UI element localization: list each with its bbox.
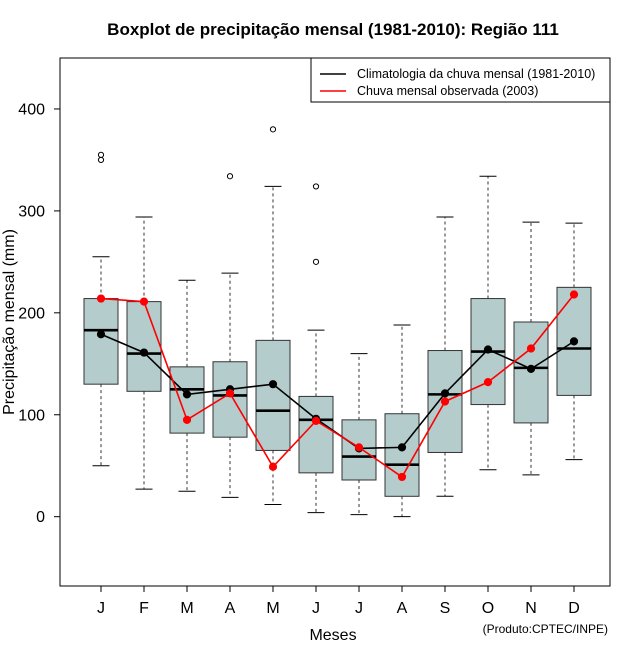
box-12 [556, 222, 592, 461]
box-iqr [83, 298, 119, 385]
series-point-climatology [397, 443, 407, 452]
box-5 [255, 126, 291, 505]
outlier-point [226, 173, 234, 180]
legend: Climatologia da chuva mensal (1981-2010)… [310, 57, 611, 103]
outlier-point [312, 258, 320, 265]
y-axis: 0 100 200 300 400 [18, 101, 60, 526]
boxes [83, 126, 592, 518]
series-point-observed [440, 397, 450, 406]
outlier-point [97, 151, 105, 158]
box-iqr [341, 419, 377, 481]
x-tick-label: S [440, 600, 451, 617]
y-tick-label: 200 [18, 305, 45, 322]
box-iqr [384, 413, 420, 497]
box-iqr [255, 339, 291, 451]
series-point-climatology [440, 389, 450, 398]
series-point-observed [569, 290, 579, 299]
box-iqr [556, 286, 592, 396]
x-tick-label: J [355, 600, 363, 617]
y-axis-label: Precipitação mensal (mm) [1, 229, 18, 415]
credit-text: (Produto:CPTEC/INPE) [483, 622, 608, 636]
series-point-observed [225, 389, 235, 398]
series-point-climatology [268, 380, 278, 389]
x-tick-label: M [180, 600, 193, 617]
series-point-observed [526, 344, 536, 353]
outlier-point [269, 126, 277, 133]
x-axis-label: Meses [309, 627, 356, 644]
legend-box [310, 57, 611, 103]
outlier-point [312, 183, 320, 190]
series-point-observed [268, 462, 278, 471]
x-tick-label: N [525, 600, 537, 617]
x-tick-label: J [312, 600, 320, 617]
series-point-climatology [526, 364, 536, 373]
outlier-point [97, 156, 105, 164]
series-point-observed [483, 378, 493, 387]
y-tick-label: 400 [18, 101, 45, 118]
box-8 [384, 324, 420, 518]
series-point-observed [397, 472, 407, 482]
x-tick-label: O [482, 600, 494, 617]
series-point-observed [311, 416, 321, 425]
box-4 [212, 173, 248, 498]
box-1 [83, 151, 119, 467]
series-point-observed [182, 415, 192, 424]
series-lines [96, 290, 579, 482]
series-point-observed [354, 443, 364, 452]
y-tick-label: 300 [18, 203, 45, 220]
series-line-observed [100, 293, 575, 479]
y-tick-label: 0 [36, 509, 45, 526]
legend-label-climatology: Climatologia da chuva mensal (1981-2010) [357, 67, 595, 81]
series-point-climatology [139, 348, 149, 357]
series-point-observed [96, 294, 106, 303]
x-tick-label: M [266, 600, 279, 617]
x-tick-label: J [97, 600, 105, 617]
chart-title: Boxplot de precipitação mensal (1981-201… [107, 20, 559, 39]
series-observed [96, 290, 579, 482]
legend-label-observed: Chuva mensal observada (2003) [357, 84, 538, 98]
box-10 [470, 175, 506, 471]
y-tick-label: 100 [18, 407, 45, 424]
x-tick-label: A [397, 600, 408, 617]
x-tick-label: A [225, 600, 236, 617]
box-iqr [126, 301, 162, 392]
box-iqr [513, 321, 549, 424]
box-9 [427, 216, 463, 497]
series-point-climatology [96, 330, 106, 339]
x-tick-label: D [568, 600, 580, 617]
box-7 [341, 353, 377, 516]
series-point-climatology [569, 337, 579, 346]
series-point-observed [139, 297, 149, 306]
x-tick-label: F [139, 600, 149, 617]
series-point-climatology [483, 345, 493, 354]
box-6 [298, 183, 334, 514]
series-point-climatology [182, 390, 192, 399]
box-iqr [212, 361, 248, 438]
